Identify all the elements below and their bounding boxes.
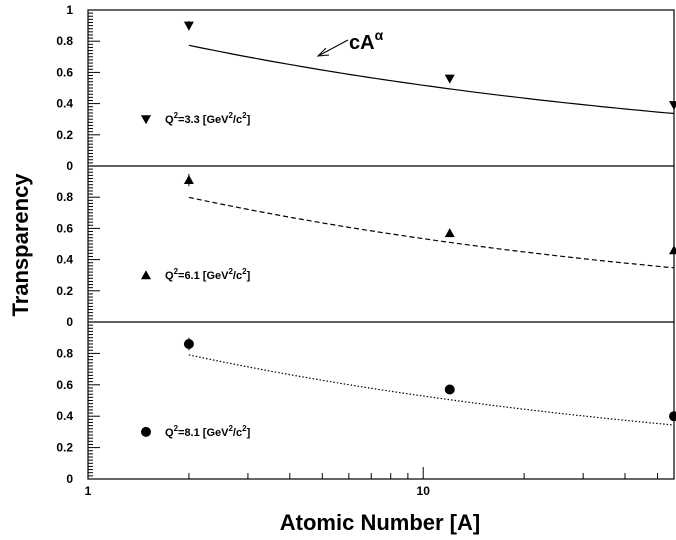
- legend-label-part: 2: [228, 111, 233, 120]
- y-tick-label: 0: [66, 159, 73, 173]
- legend-label-part: 2: [228, 424, 233, 433]
- legend-label-part: /c: [233, 114, 242, 126]
- y-tick-label: 0.8: [56, 346, 73, 360]
- legend-label-part: ]: [247, 114, 251, 126]
- y-tick-label: 0.4: [56, 97, 73, 111]
- panel-3: 00.20.40.60.8Q2=8.1 [GeV2/c2]: [56, 321, 676, 486]
- data-point: [183, 21, 194, 31]
- legend-label-part: ]: [247, 270, 251, 282]
- y-tick-label: 0.2: [56, 441, 73, 455]
- legend-label-part: Q: [165, 427, 174, 439]
- legend-label-part: /c: [233, 270, 242, 282]
- legend-label-part: 2: [174, 267, 179, 276]
- y-tick-label: 0.4: [56, 409, 73, 423]
- legend-label-part: =3.3 [GeV: [178, 114, 229, 126]
- y-tick-label: 0.6: [56, 378, 73, 392]
- data-point: [444, 384, 455, 395]
- x-axis-title: Atomic Number [A]: [280, 510, 480, 535]
- y-tick-label: 0.6: [56, 221, 73, 235]
- legend-marker: [141, 115, 151, 125]
- annotation-base: cA: [349, 32, 375, 54]
- legend-marker: [141, 270, 151, 280]
- legend-label: Q2=3.3 [GeV2/c2]: [165, 111, 251, 126]
- fit-curve: [188, 44, 675, 115]
- annotation-label: cAα: [349, 27, 384, 54]
- fit-curve: [188, 354, 675, 426]
- legend-label-part: =8.1 [GeV: [178, 427, 229, 439]
- y-tick-label: 0.8: [56, 190, 73, 204]
- legend-label-part: 2: [242, 111, 247, 120]
- data-point: [669, 101, 676, 111]
- data-point: [669, 245, 676, 255]
- data-point: [444, 228, 455, 238]
- legend-label-part: 2: [242, 267, 247, 276]
- annotation-superscript: α: [375, 27, 384, 43]
- legend-label-part: =6.1 [GeV: [178, 270, 229, 282]
- legend-label-part: 2: [242, 424, 247, 433]
- legend-label-part: 2: [174, 424, 179, 433]
- legend-label-part: Q: [165, 270, 174, 282]
- legend-marker: [141, 426, 151, 437]
- legend-label: Q2=6.1 [GeV2/c2]: [165, 267, 251, 282]
- legend-label-part: ]: [247, 427, 251, 439]
- data-point: [183, 175, 194, 185]
- plot-frame: [87, 9, 675, 480]
- data-point: [444, 74, 455, 84]
- legend-label: Q2=8.1 [GeV2/c2]: [165, 424, 251, 439]
- y-tick-label: 0.2: [56, 128, 73, 142]
- panel-2: 00.20.40.60.8Q2=6.1 [GeV2/c2]: [56, 165, 676, 329]
- fit-curve: [188, 196, 675, 269]
- y-tick-label: 0.4: [56, 253, 73, 267]
- y-tick-label: 0: [66, 472, 73, 486]
- y-tick-label: 1: [66, 3, 73, 17]
- legend-label-part: 2: [174, 111, 179, 120]
- data-point: [669, 411, 676, 422]
- x-tick-label: 1: [85, 484, 92, 498]
- y-tick-label: 0.8: [56, 34, 73, 48]
- annotation-arrow-line: [317, 39, 349, 57]
- y-tick-label: 0: [66, 315, 73, 329]
- legend-label-part: /c: [233, 427, 242, 439]
- y-tick-label: 0.6: [56, 65, 73, 79]
- legend-label-part: 2: [228, 267, 233, 276]
- y-axis-title: Transparency: [8, 173, 33, 317]
- legend-label-part: Q: [165, 114, 174, 126]
- data-point: [183, 338, 194, 349]
- fit-annotation: cAα: [316, 27, 384, 57]
- y-tick-label: 0.2: [56, 284, 73, 298]
- x-tick-label: 10: [417, 484, 431, 498]
- annotation-arrow-head: [316, 47, 330, 57]
